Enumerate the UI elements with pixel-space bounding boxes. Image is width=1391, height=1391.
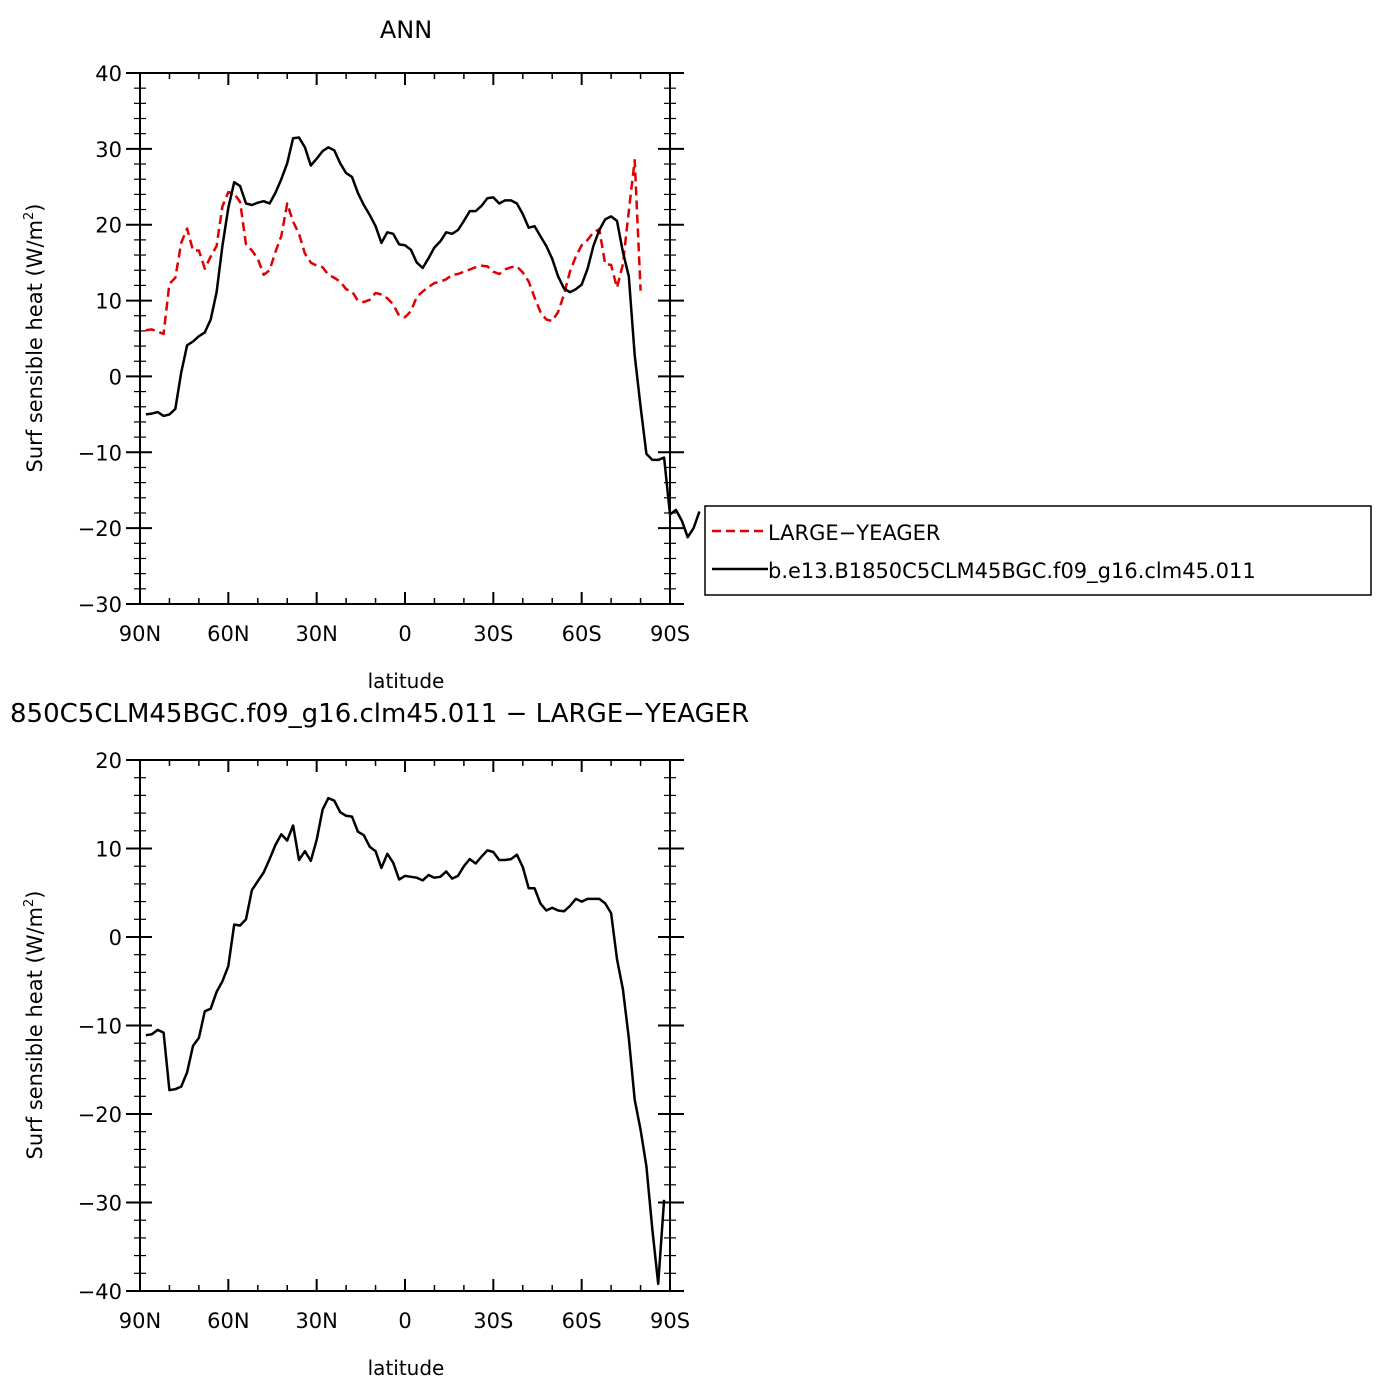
bottom-x-tick-label: 30S [473,1309,513,1333]
bottom-x-tick-label: 30N [295,1309,337,1333]
bottom-y-tick-label: −40 [78,1280,122,1304]
bottom-plot-x-axis-label: latitude [368,1356,445,1380]
bottom-x-tick-label: 90N [119,1309,161,1333]
top-plot-title: ANN [380,16,432,44]
bottom-y-tick-label: −10 [78,1015,122,1039]
bottom-series-line-0 [145,796,666,1286]
bottom-x-tick-label: 60N [207,1309,249,1333]
top-x-tick-label: 30S [473,622,513,646]
legend-label-model-run: b.e13.B1850C5CLM45BGC.f09_g16.clm45.011 [768,559,1256,584]
bottom-x-tick-label: 90S [650,1309,690,1333]
top-x-tick-label: 30N [295,622,337,646]
top-plot-y-axis-label: Surf sensible heat (W/m2) [22,203,47,472]
bottom-plot-panel: 850C5CLM45BGC.f09_g16.clm45.011 − LARGE−… [10,699,749,1380]
top-plot-x-axis-label: latitude [368,669,445,693]
bottom-plot-y-axis-label: Surf sensible heat (W/m2) [22,890,47,1159]
bottom-x-tick-label: 60S [562,1309,602,1333]
top-x-tick-label: 90S [650,622,690,646]
bottom-y-tick-label: 20 [95,749,122,773]
bottom-plot-frame [139,759,671,1292]
top-y-tick-label: −20 [78,517,122,541]
legend: LARGE−YEAGER b.e13.B1850C5CLM45BGC.f09_g… [704,505,1372,596]
bottom-y-tick-label: −20 [78,1103,122,1127]
top-x-tick-label: 60S [562,622,602,646]
legend-label-large-yeager: LARGE−YEAGER [768,521,941,545]
top-y-tick-label: 20 [95,214,122,238]
top-plot-frame [139,72,671,605]
top-y-tick-label: 30 [95,138,122,162]
top-series-line-0 [145,158,642,336]
top-y-tick-label: 0 [109,365,122,389]
top-y-tick-label: −30 [78,593,122,617]
legend-box [704,505,1372,596]
top-plot-panel: ANN 90N 60N 30N 0 30S 60S 90S 40 30 20 10 0 −10 −20 −3… [22,16,701,693]
bottom-y-tick-label: 0 [109,926,122,950]
top-series-line-1 [145,136,701,539]
top-x-tick-label: 60N [207,622,249,646]
bottom-plot-title: 850C5CLM45BGC.f09_g16.clm45.011 − LARGE−… [10,699,749,729]
top-y-tick-label: 10 [95,290,122,314]
top-x-tick-label: 90N [119,622,161,646]
bottom-x-tick-label: 0 [398,1309,411,1333]
top-y-tick-label: 40 [95,62,122,86]
top-y-tick-label: −10 [78,441,122,465]
bottom-y-tick-label: −30 [78,1192,122,1216]
top-x-tick-label: 0 [398,622,411,646]
bottom-y-tick-label: 10 [95,838,122,862]
